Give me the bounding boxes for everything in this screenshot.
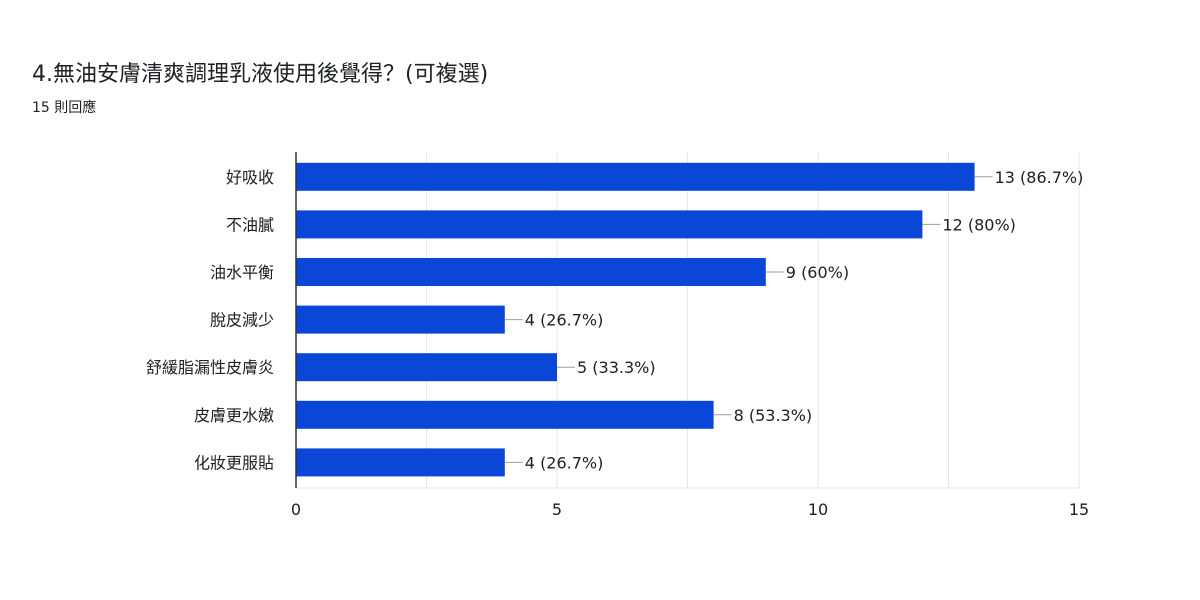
- category-label: 化妝更服貼: [194, 453, 274, 472]
- data-label: 8 (53.3%): [734, 406, 813, 425]
- bar: [296, 162, 975, 191]
- x-tick-label: 0: [291, 500, 301, 519]
- data-label: 4 (26.7%): [525, 453, 604, 472]
- category-label: 舒緩脂漏性皮膚炎: [146, 358, 274, 377]
- bar: [296, 305, 505, 334]
- response-count: 15 則回應: [32, 100, 97, 116]
- category-label: 好吸收: [226, 168, 274, 187]
- bar: [296, 400, 714, 429]
- x-tick-label: 10: [808, 500, 828, 519]
- category-label: 油水平衡: [210, 263, 274, 282]
- bar: [296, 210, 923, 239]
- chart-title: 4.無油安膚清爽調理乳液使用後覺得？(可複選): [32, 62, 489, 87]
- data-label: 4 (26.7%): [525, 311, 604, 330]
- data-label: 5 (33.3%): [577, 358, 656, 377]
- data-label: 12 (80%): [942, 215, 1016, 234]
- data-label: 9 (60%): [786, 263, 849, 282]
- x-tick-label: 15: [1069, 500, 1089, 519]
- category-label: 皮膚更水嫩: [194, 406, 274, 425]
- bar: [296, 353, 557, 382]
- bar: [296, 258, 766, 286]
- category-label: 不油膩: [226, 215, 274, 234]
- data-label: 13 (86.7%): [995, 168, 1084, 187]
- x-tick-label: 5: [552, 500, 562, 519]
- category-label: 脫皮減少: [210, 311, 274, 330]
- bar: [296, 448, 505, 477]
